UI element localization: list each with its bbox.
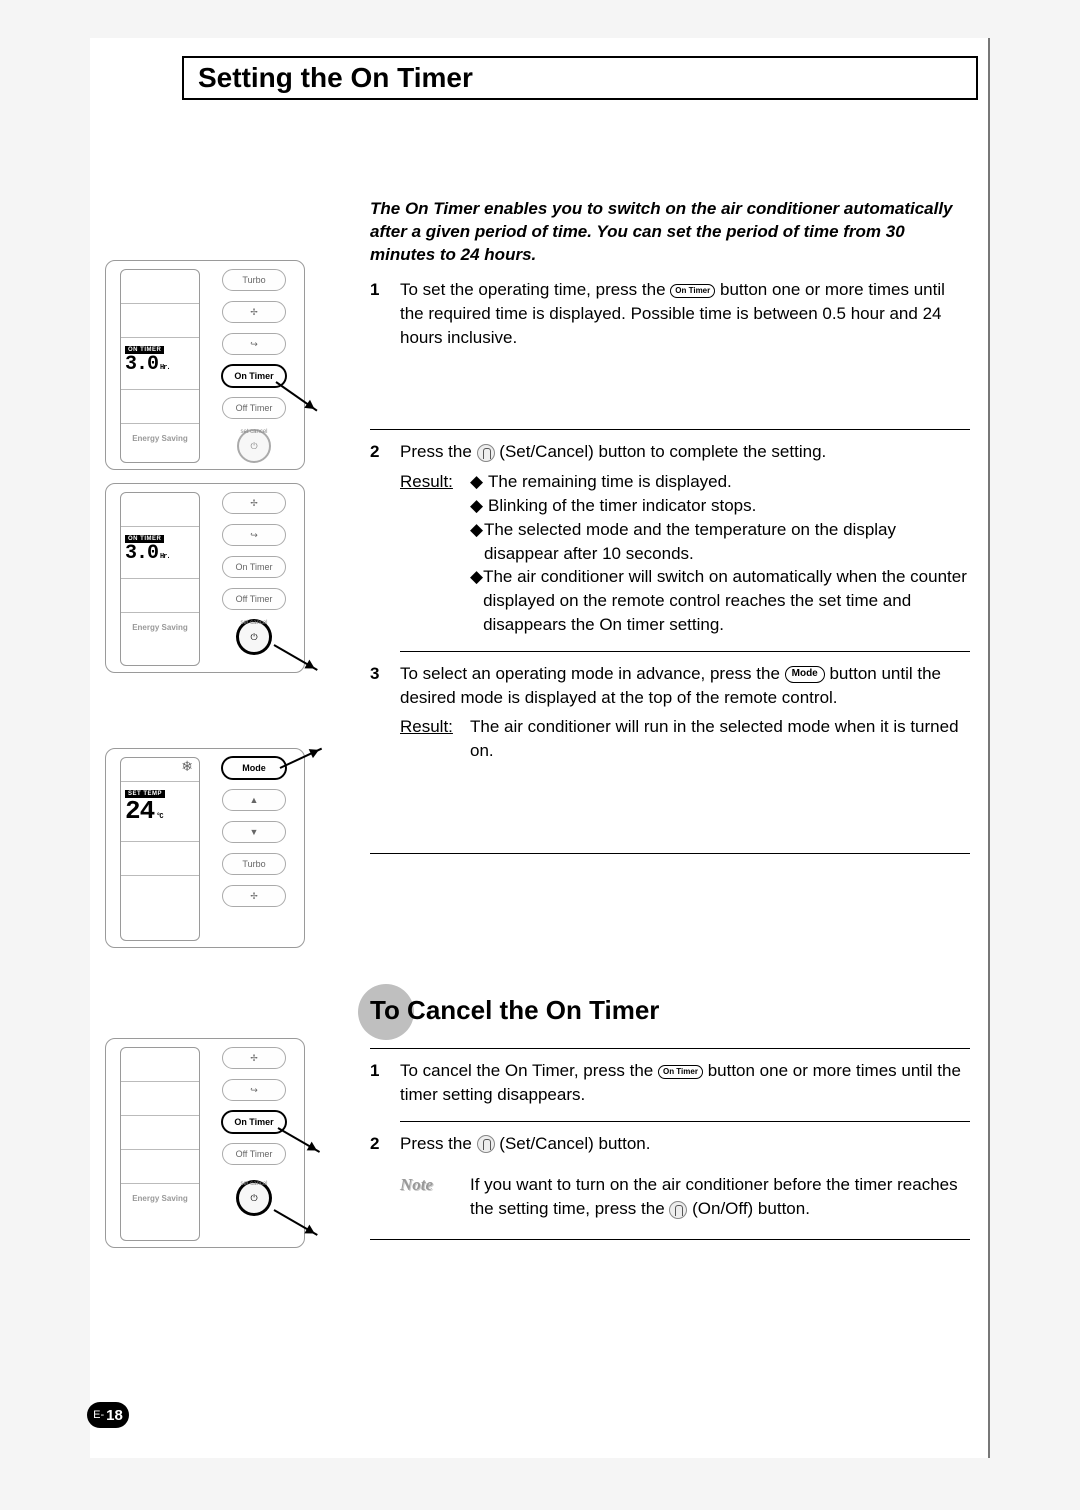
step-text: (Set/Cancel) button to complete the sett… [499, 442, 826, 461]
swing-button-icon: ✢ [222, 885, 286, 907]
section-header: Setting the On Timer [182, 56, 978, 100]
airflow-button-icon: ↪ [222, 333, 286, 355]
mode-pill-icon: Mode [785, 666, 825, 683]
page-number: 18 [106, 1407, 123, 1424]
divider [370, 1239, 970, 1240]
bullet: Blinking of the timer indicator stops. [488, 494, 756, 518]
step-text: Press the [400, 442, 477, 461]
step-number: 2 [370, 1132, 400, 1221]
step-1: 1 To set the operating time, press the O… [370, 278, 970, 349]
result-text: The air conditioner will run in the sele… [470, 715, 970, 763]
set-cancel-button-icon: set cancel⏻ [237, 1181, 271, 1215]
lcd-value: 24°C [125, 800, 199, 823]
divider [370, 853, 970, 854]
mode-button-icon: Mode [222, 757, 286, 779]
step-body: To cancel the On Timer, press the On Tim… [400, 1059, 970, 1107]
lcd-value: 3.0Hr. [125, 545, 199, 563]
result-label: Result: [400, 715, 470, 763]
swing-button-icon: ✢ [222, 301, 286, 323]
remote-diagram-2: ON TIMER 3.0Hr. Energy Saving ✢ ↪ On Tim… [105, 483, 305, 673]
turbo-button-icon: Turbo [222, 269, 286, 291]
step-3: 3 To select an operating mode in advance… [370, 662, 970, 763]
on-timer-pill-icon: On Timer [670, 284, 715, 298]
page-number-badge: E-18 [87, 1402, 129, 1428]
swing-button-icon: ✢ [222, 1047, 286, 1069]
on-timer-button-icon: On Timer [222, 556, 286, 578]
step-text: (Set/Cancel) button. [499, 1134, 650, 1153]
energy-saving-label: Energy Saving [121, 613, 199, 647]
cancel-step-1: 1 To cancel the On Timer, press the On T… [370, 1059, 970, 1107]
energy-saving-label: Energy Saving [121, 1184, 199, 1218]
result-block: Result: The air conditioner will run in … [400, 715, 970, 763]
divider [400, 1121, 970, 1122]
bullet: The selected mode and the temperature on… [484, 518, 970, 566]
turbo-button-icon: Turbo [222, 853, 286, 875]
bullet: The remaining time is displayed. [488, 470, 732, 494]
note-text: If you want to turn on the air condition… [470, 1173, 970, 1221]
step-text: To cancel the On Timer, press the [400, 1061, 658, 1080]
step-body: To select an operating mode in advance, … [400, 662, 970, 763]
step-text: To set the operating time, press the [400, 280, 670, 299]
step-text: Press the [400, 1134, 477, 1153]
step-number: 2 [370, 440, 400, 636]
step-body: To set the operating time, press the On … [400, 278, 970, 349]
airflow-button-icon: ↪ [222, 1079, 286, 1101]
energy-saving-label: Energy Saving [121, 424, 199, 458]
off-timer-button-icon: Off Timer [222, 588, 286, 610]
step-text: To select an operating mode in advance, … [400, 664, 785, 683]
divider [370, 1048, 970, 1049]
intro-paragraph: The On Timer enables you to switch on th… [370, 198, 960, 267]
airflow-button-icon: ↪ [222, 524, 286, 546]
on-timer-pill-icon: On Timer [658, 1065, 703, 1079]
off-timer-button-icon: Off Timer [222, 397, 286, 419]
divider [370, 429, 970, 430]
cancel-step-2: 2 Press the (Set/Cancel) button. Note If… [370, 1132, 970, 1221]
callout-arrow-icon [274, 1209, 318, 1236]
step-number: 1 [370, 1059, 400, 1107]
temp-up-button-icon: ▲ [222, 789, 286, 811]
step-body: Press the (Set/Cancel) button to complet… [400, 440, 970, 636]
step-body: Press the (Set/Cancel) button. Note If y… [400, 1132, 970, 1221]
note-label: Note [400, 1175, 433, 1194]
remote-diagram-4: Energy Saving ✢ ↪ On Timer Off Timer set… [105, 1038, 305, 1248]
set-cancel-icon [477, 1135, 495, 1153]
callout-arrow-icon [274, 644, 318, 671]
lcd-value: 3.0Hr. [125, 356, 199, 374]
result-label: Result: [400, 470, 470, 637]
remote-diagram-3: ❄ SET TEMP 24°C Mode ▲ ▼ Turbo ✢ [105, 748, 305, 948]
cancel-steps-block: 1 To cancel the On Timer, press the On T… [370, 1048, 970, 1250]
swing-button-icon: ✢ [222, 492, 286, 514]
step-number: 1 [370, 278, 400, 349]
set-cancel-button-icon: set cancel⏻ [237, 620, 271, 654]
divider [400, 651, 970, 652]
on-timer-button-icon: On Timer [222, 1111, 286, 1133]
remote-diagram-1: ON TIMER 3.0Hr. Energy Saving Turbo ✢ ↪ … [105, 260, 305, 470]
manual-page: Setting the On Timer The On Timer enable… [90, 38, 990, 1458]
note-block: Note If you want to turn on the air cond… [400, 1173, 970, 1221]
on-off-icon [669, 1201, 687, 1219]
result-block: Result: ◆The remaining time is displayed… [400, 470, 970, 637]
result-bullets: ◆The remaining time is displayed. ◆Blink… [470, 470, 970, 637]
steps-block: 1 To set the operating time, press the O… [370, 278, 970, 864]
cancel-subtitle: To Cancel the On Timer [370, 995, 659, 1026]
off-timer-button-icon: Off Timer [222, 1143, 286, 1165]
set-cancel-button-icon: set cancel⏻ [237, 429, 271, 463]
temp-down-button-icon: ▼ [222, 821, 286, 843]
bullet: The air conditioner will switch on autom… [483, 565, 970, 636]
section-title: Setting the On Timer [198, 62, 473, 94]
page-prefix: E- [93, 1409, 104, 1421]
step-2: 2 Press the (Set/Cancel) button to compl… [370, 440, 970, 636]
step-number: 3 [370, 662, 400, 763]
set-cancel-icon [477, 444, 495, 462]
